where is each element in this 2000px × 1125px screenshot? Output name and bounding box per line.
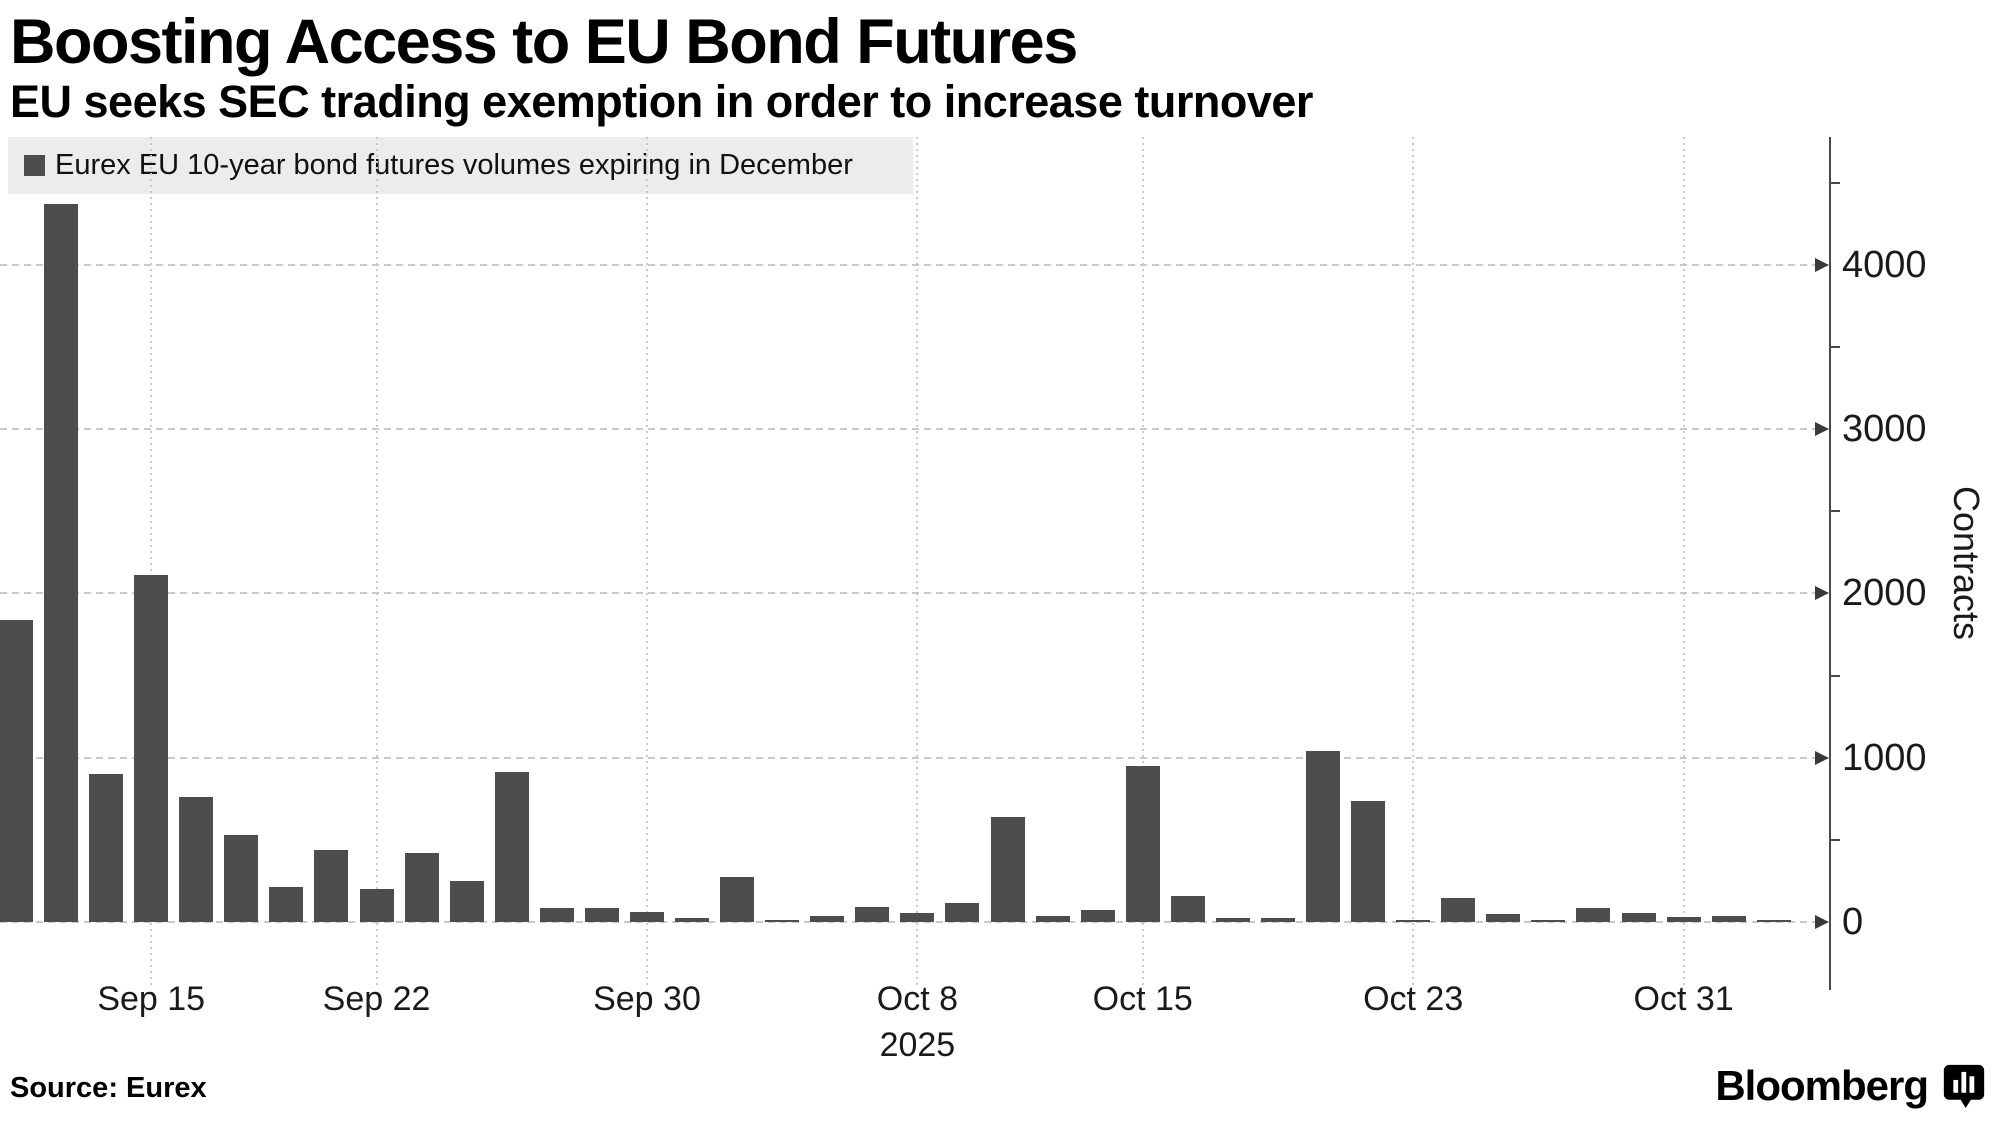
bloomberg-branding: Bloomberg xyxy=(1715,1062,1986,1110)
y-gridline xyxy=(0,921,1828,923)
y-tick-label: 1000 xyxy=(1842,736,1927,779)
bar-sep-24 xyxy=(449,881,484,922)
x-tick-label: Sep 22 xyxy=(322,980,431,1018)
bar-oct-17 xyxy=(1215,918,1250,922)
bar-nov-4 xyxy=(1756,920,1791,922)
x-tick-label: Oct 31 xyxy=(1633,980,1734,1018)
page-subtitle: EU seeks SEC trading exemption in order … xyxy=(10,76,1313,127)
source-note: Source: Eurex xyxy=(10,1072,207,1104)
y-tick-arrow-icon xyxy=(1815,257,1829,272)
x-gridline xyxy=(150,137,153,985)
y-tick-label: 3000 xyxy=(1842,408,1927,451)
x-tick-label: Oct 23 xyxy=(1363,980,1464,1018)
bloomberg-chart-bubble-icon xyxy=(1943,1064,1985,1108)
y-tick-label: 0 xyxy=(1842,901,1864,943)
bar-sep-16 xyxy=(179,797,214,922)
bar-oct-24 xyxy=(1441,898,1476,922)
bar-oct-15 xyxy=(1125,766,1160,922)
bar-sep-19 xyxy=(314,850,349,922)
bar-oct-21 xyxy=(1306,751,1341,922)
bar-oct-23 xyxy=(1396,920,1431,922)
x-gridline xyxy=(1141,137,1144,985)
bar-sep-23 xyxy=(404,853,439,922)
bar-sep-15 xyxy=(134,575,169,922)
y-tick-arrow-icon xyxy=(1815,915,1829,929)
y-minor-tick xyxy=(1831,345,1840,348)
bar-nov-3 xyxy=(1711,916,1746,922)
bar-oct-28 xyxy=(1531,920,1566,922)
bar-oct-29 xyxy=(1576,908,1611,922)
y-tick-arrow-icon xyxy=(1815,586,1829,601)
y-minor-tick xyxy=(1831,674,1840,677)
y-minor-tick xyxy=(1831,181,1840,184)
y-gridline xyxy=(0,756,1828,759)
bar-sep-26 xyxy=(539,908,574,922)
y-axis-line xyxy=(1829,137,1831,990)
x-tick-label: Sep 30 xyxy=(593,980,701,1018)
bar-oct-7 xyxy=(855,907,890,922)
x-gridline xyxy=(1412,137,1415,985)
bar-oct-22 xyxy=(1351,801,1386,922)
bar-oct-20 xyxy=(1260,918,1295,922)
x-gridline xyxy=(375,137,378,985)
x-gridline xyxy=(645,137,648,985)
bar-sep-10 xyxy=(0,620,33,922)
bar-oct-1 xyxy=(675,918,710,922)
bar-sep-18 xyxy=(269,887,304,922)
bar-oct-16 xyxy=(1170,896,1205,922)
x-tick-label: Oct 8 xyxy=(876,980,959,1018)
y-gridline xyxy=(0,592,1828,595)
x-tick-label: Oct 15 xyxy=(1092,980,1193,1018)
bar-sep-22 xyxy=(359,889,394,922)
y-gridline xyxy=(0,263,1828,266)
y-tick-label: 4000 xyxy=(1842,243,1927,286)
y-tick-arrow-icon xyxy=(1815,422,1829,437)
legend-swatch-icon xyxy=(24,155,45,176)
x-axis-year-label: 2025 xyxy=(879,1026,956,1064)
bar-oct-10 xyxy=(990,817,1025,922)
legend: Eurex EU 10-year bond futures volumes ex… xyxy=(8,137,913,194)
y-tick-label: 2000 xyxy=(1842,572,1927,615)
y-minor-tick xyxy=(1831,510,1840,513)
page-title: Boosting Access to EU Bond Futures xyxy=(10,7,1078,77)
bar-sep-11 xyxy=(44,204,79,922)
bar-oct-9 xyxy=(945,903,980,922)
bar-sep-29 xyxy=(584,908,619,922)
bar-sep-17 xyxy=(224,835,259,922)
x-gridline xyxy=(1682,137,1685,985)
x-gridline xyxy=(916,137,919,985)
bar-oct-14 xyxy=(1080,910,1115,922)
x-tick-label: Sep 15 xyxy=(97,980,206,1018)
y-gridline xyxy=(0,428,1828,431)
bar-sep-12 xyxy=(89,774,124,922)
legend-label: Eurex EU 10-year bond futures volumes ex… xyxy=(55,149,853,181)
bar-oct-30 xyxy=(1621,913,1656,922)
y-tick-arrow-icon xyxy=(1815,750,1829,765)
bar-sep-30 xyxy=(629,912,664,922)
y-axis-title: Contracts xyxy=(1946,485,1987,641)
bar-oct-13 xyxy=(1035,916,1070,922)
bar-oct-31 xyxy=(1666,917,1701,922)
bar-oct-3 xyxy=(765,920,800,922)
bar-oct-6 xyxy=(810,916,845,922)
bar-sep-25 xyxy=(494,772,529,922)
bloomberg-wordmark: Bloomberg xyxy=(1715,1062,1929,1109)
bar-oct-8 xyxy=(900,913,935,922)
bar-oct-27 xyxy=(1486,914,1521,922)
bar-oct-2 xyxy=(720,877,755,922)
y-minor-tick xyxy=(1831,838,1840,841)
